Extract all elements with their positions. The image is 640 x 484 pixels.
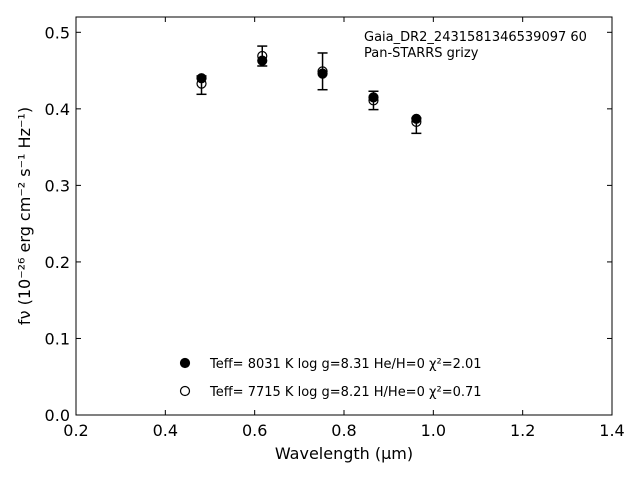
x-axis-ticks: 0.2 0.4 0.6 0.8 1.0 1.2 1.4 [63,17,625,440]
y-tick-label: 0.2 [45,253,70,272]
y-tick-label: 0.4 [45,100,70,119]
annotation-source-id: Gaia_DR2_2431581346539097 60 [364,30,587,45]
point-model-1 [317,68,328,79]
y-tick-label: 0.0 [45,406,70,425]
point-model-1 [368,92,379,103]
x-axis-label: Wavelength (μm) [275,444,413,463]
y-tick-label: 0.5 [45,23,70,42]
x-tick-label: 0.2 [63,421,88,440]
legend-label-model-1: Teff= 8031 K log g=8.31 He/H=0 χ²=2.01 [209,357,482,372]
x-tick-label: 1.0 [421,421,446,440]
annotation-survey: Pan-STARRS grizy [364,46,479,61]
x-tick-label: 1.4 [599,421,624,440]
x-tick-label: 1.2 [510,421,535,440]
y-tick-label: 0.3 [45,176,70,195]
point-model-1 [257,55,268,66]
legend-label-model-2: Teff= 7715 K log g=8.21 H/He=0 χ²=0.71 [209,385,482,400]
x-tick-label: 0.6 [242,421,267,440]
x-tick-label: 0.8 [331,421,356,440]
legend: Teff= 8031 K log g=8.31 He/H=0 χ²=2.01 T… [179,357,482,400]
x-tick-label: 0.4 [153,421,178,440]
point-model-1 [196,73,207,84]
y-tick-label: 0.1 [45,329,70,348]
point-model-1 [411,113,422,124]
legend-marker-filled [179,357,191,369]
plot-frame [75,16,613,416]
y-axis-label: fν (10⁻²⁶ erg cm⁻² s⁻¹ Hz⁻¹) [15,107,34,325]
legend-marker-open [179,385,191,397]
data-markers [196,50,422,127]
y-axis-ticks: 0.0 0.1 0.2 0.3 0.4 0.5 [45,23,612,425]
